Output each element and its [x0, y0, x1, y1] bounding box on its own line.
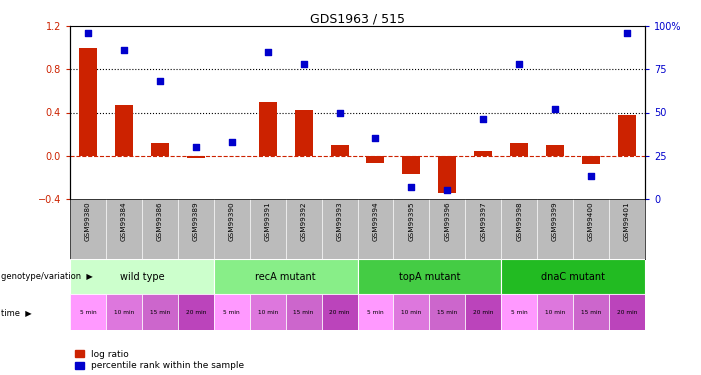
- Bar: [402, 156, 421, 174]
- Text: 15 min: 15 min: [437, 310, 458, 315]
- Title: GDS1963 / 515: GDS1963 / 515: [310, 12, 405, 25]
- Point: [514, 61, 525, 67]
- Bar: [582, 156, 600, 164]
- Text: 5 min: 5 min: [224, 310, 240, 315]
- Point: [550, 106, 561, 112]
- Text: 10 min: 10 min: [114, 310, 134, 315]
- Text: 10 min: 10 min: [257, 310, 278, 315]
- Bar: [187, 156, 205, 158]
- Text: recA mutant: recA mutant: [255, 272, 316, 282]
- Text: wild type: wild type: [120, 272, 164, 282]
- Point: [442, 187, 453, 193]
- Bar: [70, 294, 106, 330]
- Text: 20 min: 20 min: [617, 310, 637, 315]
- Bar: [393, 294, 429, 330]
- Text: GSM99380: GSM99380: [85, 202, 91, 242]
- Bar: [609, 294, 645, 330]
- Bar: [294, 110, 313, 156]
- Text: dnaC mutant: dnaC mutant: [541, 272, 605, 282]
- Bar: [70, 259, 214, 294]
- Text: 15 min: 15 min: [294, 310, 314, 315]
- Point: [370, 135, 381, 141]
- Text: 20 min: 20 min: [329, 310, 350, 315]
- Text: GSM99400: GSM99400: [588, 202, 594, 242]
- Point: [621, 30, 632, 36]
- Bar: [358, 294, 393, 330]
- Text: GSM99393: GSM99393: [336, 202, 343, 242]
- Text: 20 min: 20 min: [473, 310, 494, 315]
- Bar: [322, 294, 358, 330]
- Bar: [142, 294, 178, 330]
- Point: [406, 184, 417, 190]
- Bar: [358, 259, 501, 294]
- Bar: [430, 294, 465, 330]
- Text: GSM99394: GSM99394: [372, 202, 379, 242]
- Text: GSM99396: GSM99396: [444, 202, 450, 242]
- Text: topA mutant: topA mutant: [399, 272, 460, 282]
- Text: 10 min: 10 min: [401, 310, 421, 315]
- Point: [298, 61, 309, 67]
- Point: [190, 144, 201, 150]
- Text: 20 min: 20 min: [186, 310, 206, 315]
- Bar: [367, 156, 384, 163]
- Bar: [115, 105, 133, 156]
- Bar: [214, 259, 358, 294]
- Bar: [250, 294, 286, 330]
- Point: [226, 139, 238, 145]
- Bar: [573, 294, 609, 330]
- Text: GSM99399: GSM99399: [552, 202, 558, 242]
- Bar: [501, 294, 537, 330]
- Point: [334, 110, 345, 116]
- Bar: [501, 259, 645, 294]
- Bar: [331, 145, 348, 156]
- Point: [118, 47, 130, 53]
- Text: 10 min: 10 min: [545, 310, 565, 315]
- Text: 15 min: 15 min: [581, 310, 601, 315]
- Text: time  ▶: time ▶: [1, 308, 32, 316]
- Bar: [106, 294, 142, 330]
- Bar: [546, 145, 564, 156]
- Text: GSM99389: GSM99389: [193, 202, 199, 242]
- Bar: [214, 294, 250, 330]
- Bar: [286, 294, 322, 330]
- Bar: [178, 294, 214, 330]
- Point: [477, 116, 489, 122]
- Text: 5 min: 5 min: [367, 310, 383, 315]
- Bar: [151, 143, 169, 156]
- Text: GSM99395: GSM99395: [409, 202, 414, 242]
- Text: GSM99384: GSM99384: [121, 202, 127, 242]
- Bar: [465, 294, 501, 330]
- Bar: [475, 151, 492, 156]
- Text: 5 min: 5 min: [511, 310, 527, 315]
- Bar: [438, 156, 456, 194]
- Point: [585, 173, 597, 179]
- Point: [83, 30, 94, 36]
- Bar: [618, 115, 636, 156]
- Text: GSM99392: GSM99392: [301, 202, 306, 242]
- Bar: [510, 143, 528, 156]
- Text: GSM99386: GSM99386: [157, 202, 163, 242]
- Bar: [79, 48, 97, 156]
- Legend: log ratio, percentile rank within the sample: log ratio, percentile rank within the sa…: [74, 350, 244, 370]
- Point: [262, 49, 273, 55]
- Bar: [537, 294, 573, 330]
- Point: [154, 78, 165, 84]
- Text: GSM99391: GSM99391: [265, 202, 271, 242]
- Text: GSM99401: GSM99401: [624, 202, 630, 242]
- Text: GSM99390: GSM99390: [229, 202, 235, 242]
- Text: 5 min: 5 min: [80, 310, 96, 315]
- Text: GSM99398: GSM99398: [516, 202, 522, 242]
- Text: GSM99397: GSM99397: [480, 202, 486, 242]
- Text: genotype/variation  ▶: genotype/variation ▶: [1, 272, 93, 281]
- Text: 15 min: 15 min: [150, 310, 170, 315]
- Bar: [259, 102, 277, 156]
